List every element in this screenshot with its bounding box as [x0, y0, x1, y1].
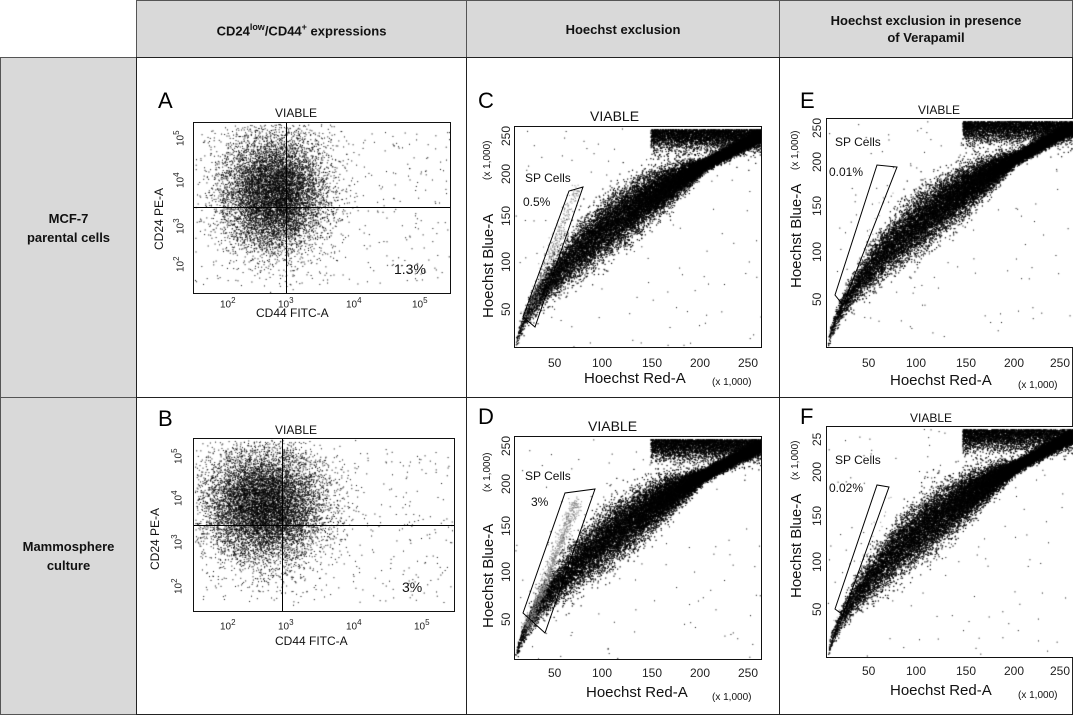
- panel-E-scatter: [827, 119, 1073, 347]
- row-label-mammosphere-text: Mammosphere culture: [22, 539, 115, 573]
- panel-A-xlabel: CD44 FITC-A: [256, 306, 329, 320]
- header-hoechst-exclusion-text: Hoechst exclusion: [565, 21, 681, 37]
- row-label-mcf7-text: MCF-7 parental cells: [26, 210, 111, 245]
- header-cd24-cd44: CD24low/CD44+ expressions: [136, 0, 467, 58]
- panel-A-percent: 1.3%: [394, 261, 426, 277]
- panel-C-sp-gate: [522, 186, 584, 328]
- panel-C-xlabel: Hoechst Red-A: [584, 370, 686, 387]
- panel-B-xlabel: CD44 FITC-A: [275, 634, 348, 648]
- panel-F-ylabel: Hoechst Blue-A: [788, 493, 805, 598]
- panel-E-plot: SP Cells 0.01%: [826, 118, 1073, 348]
- panel-E-ylabel: Hoechst Blue-A: [788, 183, 805, 288]
- panel-F-plot: SP Cells 0.02%: [826, 426, 1073, 658]
- panel-D-ylabel: Hoechst Blue-A: [480, 523, 497, 628]
- panel-F-yunit: (x 1,000): [790, 440, 801, 480]
- panel-D-sp-gate: [522, 488, 596, 634]
- header-hoechst-exclusion: Hoechst exclusion: [466, 0, 780, 58]
- panel-A-ylabel: CD24 PE-A: [152, 187, 166, 250]
- panel-letter-C: C: [478, 88, 494, 113]
- panel-B-ylabel: CD24 PE-A: [148, 507, 162, 570]
- panel-C-ylabel: Hoechst Blue-A: [480, 213, 497, 318]
- panel-B-plot: 3%: [193, 438, 455, 612]
- panel-C-gate-label: SP Cells: [525, 171, 571, 185]
- panel-D-yunit: (x 1,000): [482, 452, 493, 492]
- panel-C-yunit: (x 1,000): [482, 140, 493, 180]
- header-hoechst-verapamil-text: Hoechst exclusion in presence of Verapami…: [830, 13, 1022, 45]
- row-label-mcf7: MCF-7 parental cells: [0, 57, 137, 398]
- panel-F-gate-label: SP Cells: [835, 453, 881, 467]
- panel-A-quadrant-hline: [194, 207, 450, 208]
- panel-E-percent: 0.01%: [829, 165, 864, 179]
- panel-D-xunit: (x 1,000): [712, 692, 752, 703]
- panel-A-plot: 1.3%: [193, 122, 451, 294]
- panel-D-xlabel: Hoechst Red-A: [586, 684, 688, 701]
- panel-D-gate-label: SP Cells: [525, 469, 571, 483]
- panel-C-xunit: (x 1,000): [712, 377, 752, 388]
- panel-F-sp-gate: [834, 484, 890, 616]
- panel-letter-B: B: [158, 406, 173, 431]
- panel-C-scatter: [515, 127, 761, 347]
- panel-D-percent: 3%: [531, 495, 549, 509]
- header-hoechst-verapamil: Hoechst exclusion in presence of Verapami…: [779, 0, 1073, 58]
- panel-C-title: VIABLE: [590, 108, 640, 124]
- panel-E-sp-gate: [834, 164, 898, 306]
- panel-letter-D: D: [478, 404, 494, 429]
- panel-A-quadrant-vline: [286, 123, 287, 293]
- panel-F-xlabel: Hoechst Red-A: [890, 682, 992, 699]
- panel-E-title: VIABLE: [918, 103, 961, 117]
- panel-D-title: VIABLE: [588, 418, 638, 434]
- panel-D-scatter: [515, 437, 761, 659]
- panel-letter-E: E: [800, 88, 815, 113]
- panel-B-percent: 3%: [402, 579, 423, 595]
- panel-A-title: VIABLE: [275, 106, 318, 120]
- panel-letter-A: A: [158, 88, 173, 113]
- panel-B-quadrant-hline: [194, 525, 454, 526]
- panel-F-percent: 0.02%: [829, 481, 864, 495]
- panel-E-gate-label: SP Cells: [835, 135, 881, 149]
- panel-B-title: VIABLE: [275, 423, 318, 437]
- panel-F-scatter: [827, 427, 1073, 657]
- panel-A-scatter: [194, 123, 450, 293]
- row-label-mammosphere: Mammosphere culture: [0, 397, 137, 715]
- panel-E-yunit: (x 1,000): [790, 130, 801, 170]
- panel-letter-F: F: [800, 404, 814, 429]
- panel-C-plot: SP Cells 0.5%: [514, 126, 762, 348]
- panel-C-percent: 0.5%: [523, 195, 551, 209]
- panel-E-xunit: (x 1,000): [1018, 380, 1058, 391]
- header-cd24-cd44-text: CD24low/CD44+ expressions: [216, 21, 387, 39]
- panel-E-xlabel: Hoechst Red-A: [890, 372, 992, 389]
- panel-F-xunit: (x 1,000): [1018, 690, 1058, 701]
- panel-F-title: VIABLE: [910, 411, 953, 425]
- panel-D-plot: SP Cells 3%: [514, 436, 762, 660]
